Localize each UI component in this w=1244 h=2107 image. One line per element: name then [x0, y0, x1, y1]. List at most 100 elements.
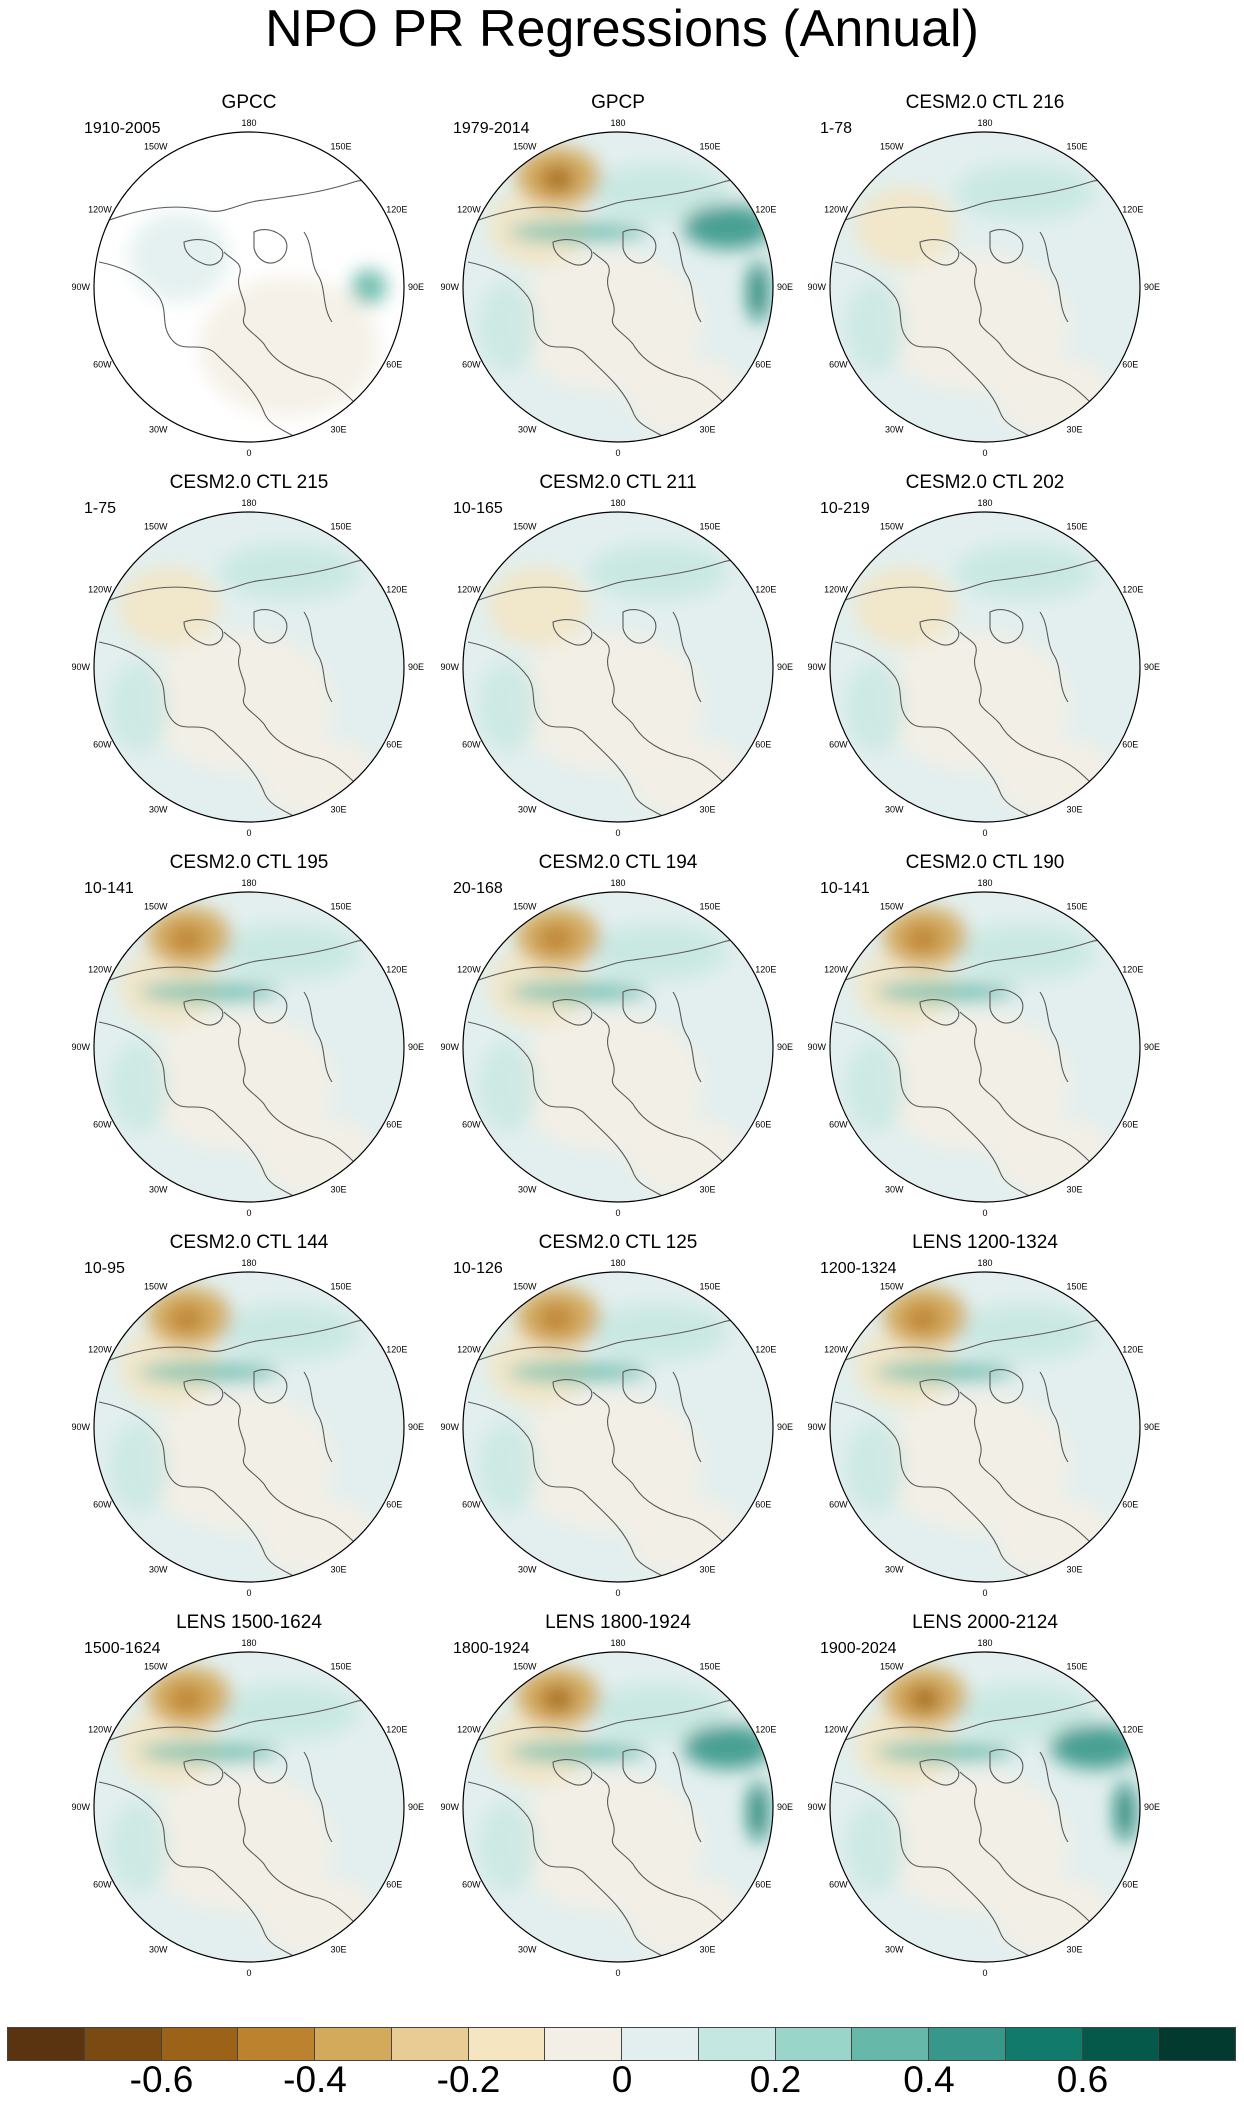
coastlines: [834, 1699, 1140, 1962]
longitude-label: 150E: [331, 1662, 352, 1672]
map-boundary: [93, 511, 405, 823]
colorbar-tick-label: -0.6: [129, 2059, 194, 2100]
colorbar-tick-label: 0: [611, 2059, 633, 2100]
longitude-label: 60W: [93, 1120, 112, 1130]
panel-title: CESM2.0 CTL 216: [905, 92, 1065, 113]
longitude-label: 90W: [71, 1042, 90, 1052]
longitude-label: 30E: [331, 1944, 347, 1954]
longitude-label: 90E: [777, 1042, 793, 1052]
polar-map: 180 0 90W 90E 120W 120E 60W 60E 150W 150E 30W 30E: [440, 118, 793, 458]
map-panel: LENS 1800-1924 180 0 90W 90E 120W 120E 60W 60E 15…: [433, 1612, 803, 1997]
panel-title: CESM2.0 CTL 194: [538, 852, 698, 873]
longitude-label: 120W: [457, 1725, 481, 1735]
polar-map: 180 0 90W 90E 120W 120E 60W 60E 150W 150E 30W 30E: [71, 498, 424, 838]
panel-title: CESM2.0 CTL 195: [169, 852, 329, 873]
longitude-label: 30W: [518, 424, 537, 434]
colorbar-swatch: [467, 2027, 546, 2061]
longitude-label: 90W: [440, 282, 459, 292]
longitude-label: 30W: [518, 1564, 537, 1574]
map-panel: CESM2.0 CTL 125 180 0 90W 90E 120W 120E 60W 60E 1…: [433, 1232, 803, 1617]
map-boundary: [93, 1271, 405, 1583]
panel-title: CESM2.0 CTL 202: [905, 472, 1065, 493]
longitude-label: 120W: [88, 585, 112, 595]
panel-title: CESM2.0 CTL 144: [169, 1232, 329, 1253]
longitude-label: 60E: [386, 1120, 402, 1130]
longitude-label: 150W: [513, 902, 537, 912]
map-panel: CESM2.0 CTL 190 180 0 90W 90E 120W 120E 60W 60E 1…: [800, 852, 1170, 1237]
longitude-label: 90W: [71, 1422, 90, 1432]
panel-period: 1200-1324: [820, 1260, 897, 1277]
map-panel: GPCP 180 0 90W 90E 120W 120E 60W 60E 150W 150E 30W 3…: [433, 92, 803, 477]
longitude-label: 180: [977, 1258, 992, 1268]
longitude-label: 90E: [777, 662, 793, 672]
colorbar-swatch: [1158, 2027, 1236, 2061]
longitude-label: 150W: [144, 1282, 168, 1292]
longitude-label: 90E: [1144, 1042, 1160, 1052]
longitude-label: 120W: [457, 205, 481, 215]
longitude-label: 30W: [149, 424, 168, 434]
longitude-label: 0: [982, 828, 987, 838]
longitude-label: 150E: [1067, 902, 1088, 912]
longitude-label: 30E: [1067, 804, 1083, 814]
longitude-label: 120E: [386, 1345, 407, 1355]
longitude-label: 30E: [331, 1564, 347, 1574]
longitude-label: 60E: [755, 1880, 771, 1890]
longitude-label: 150W: [513, 522, 537, 532]
colorbar-tick-label: -0.2: [436, 2059, 501, 2100]
polar-map: 180 0 90W 90E 120W 120E 60W 60E 150W 150E 30W 30E: [71, 118, 424, 458]
longitude-label: 90W: [807, 1042, 826, 1052]
longitude-label: 90W: [71, 282, 90, 292]
longitude-label: 30W: [149, 1944, 168, 1954]
longitude-label: 120W: [88, 1725, 112, 1735]
longitude-label: 30E: [1067, 424, 1083, 434]
map-boundary: [462, 1651, 774, 1963]
longitude-label: 90E: [408, 282, 424, 292]
longitude-label: 60W: [462, 740, 481, 750]
polar-map: 180 0 90W 90E 120W 120E 60W 60E 150W 150E 30W 30E: [807, 1258, 1160, 1598]
longitude-label: 120E: [755, 965, 776, 975]
longitude-label: 120E: [1122, 1725, 1143, 1735]
longitude-label: 90W: [71, 1802, 90, 1812]
coastlines: [98, 179, 404, 442]
longitude-label: 120E: [1122, 965, 1143, 975]
longitude-label: 30W: [885, 1184, 904, 1194]
longitude-label: 60W: [462, 1500, 481, 1510]
anomaly-field: [845, 164, 1115, 437]
polar-map: 180 0 90W 90E 120W 120E 60W 60E 150W 150E 30W 30E: [440, 498, 793, 838]
panel-period: 10-95: [84, 1260, 125, 1277]
panel-period: 1910-2005: [84, 120, 161, 137]
longitude-label: 120E: [755, 1725, 776, 1735]
longitude-label: 60W: [93, 1500, 112, 1510]
colorbar-swatch: [621, 2027, 699, 2061]
longitude-label: 30E: [331, 1184, 347, 1194]
map-panel: CESM2.0 CTL 202 180 0 90W 90E 120W 120E 60W 60E 1…: [800, 472, 1170, 857]
longitude-label: 120W: [88, 1345, 112, 1355]
coastlines: [834, 939, 1140, 1202]
longitude-label: 0: [615, 1968, 620, 1978]
longitude-label: 150E: [331, 142, 352, 152]
longitude-label: 180: [977, 498, 992, 508]
longitude-label: 30W: [518, 1184, 537, 1194]
longitude-label: 90E: [1144, 1802, 1160, 1812]
anomaly-field: [845, 907, 1115, 1197]
colorbar-swatch: [83, 2027, 162, 2061]
colorbar-swatch: [314, 2027, 392, 2061]
map-panel: LENS 1200-1324 180 0 90W 90E 120W 120E 60W 60E 15…: [800, 1232, 1170, 1617]
longitude-label: 180: [610, 1638, 625, 1648]
map-panel: CESM2.0 CTL 216 180 0 90W 90E 120W 120E 60W 60E 1…: [800, 92, 1170, 477]
longitude-label: 150E: [700, 522, 721, 532]
colorbar-swatch: [851, 2027, 929, 2061]
longitude-label: 90W: [807, 662, 826, 672]
longitude-label: 60E: [1122, 1880, 1138, 1890]
longitude-label: 150W: [880, 902, 904, 912]
longitude-label: 150E: [700, 1282, 721, 1292]
longitude-label: 150E: [1067, 1662, 1088, 1672]
colorbar: [7, 2027, 1236, 2061]
panel-period: 10-126: [453, 1260, 503, 1277]
map-boundary: [829, 1651, 1141, 1963]
longitude-label: 60W: [93, 740, 112, 750]
longitude-label: 90E: [408, 1422, 424, 1432]
panel-title: CESM2.0 CTL 211: [539, 472, 697, 493]
map-panel: LENS 1500-1624 180 0 90W 90E 120W 120E 60W 60E 15…: [64, 1612, 434, 1997]
panel-period: 10-141: [84, 880, 134, 897]
